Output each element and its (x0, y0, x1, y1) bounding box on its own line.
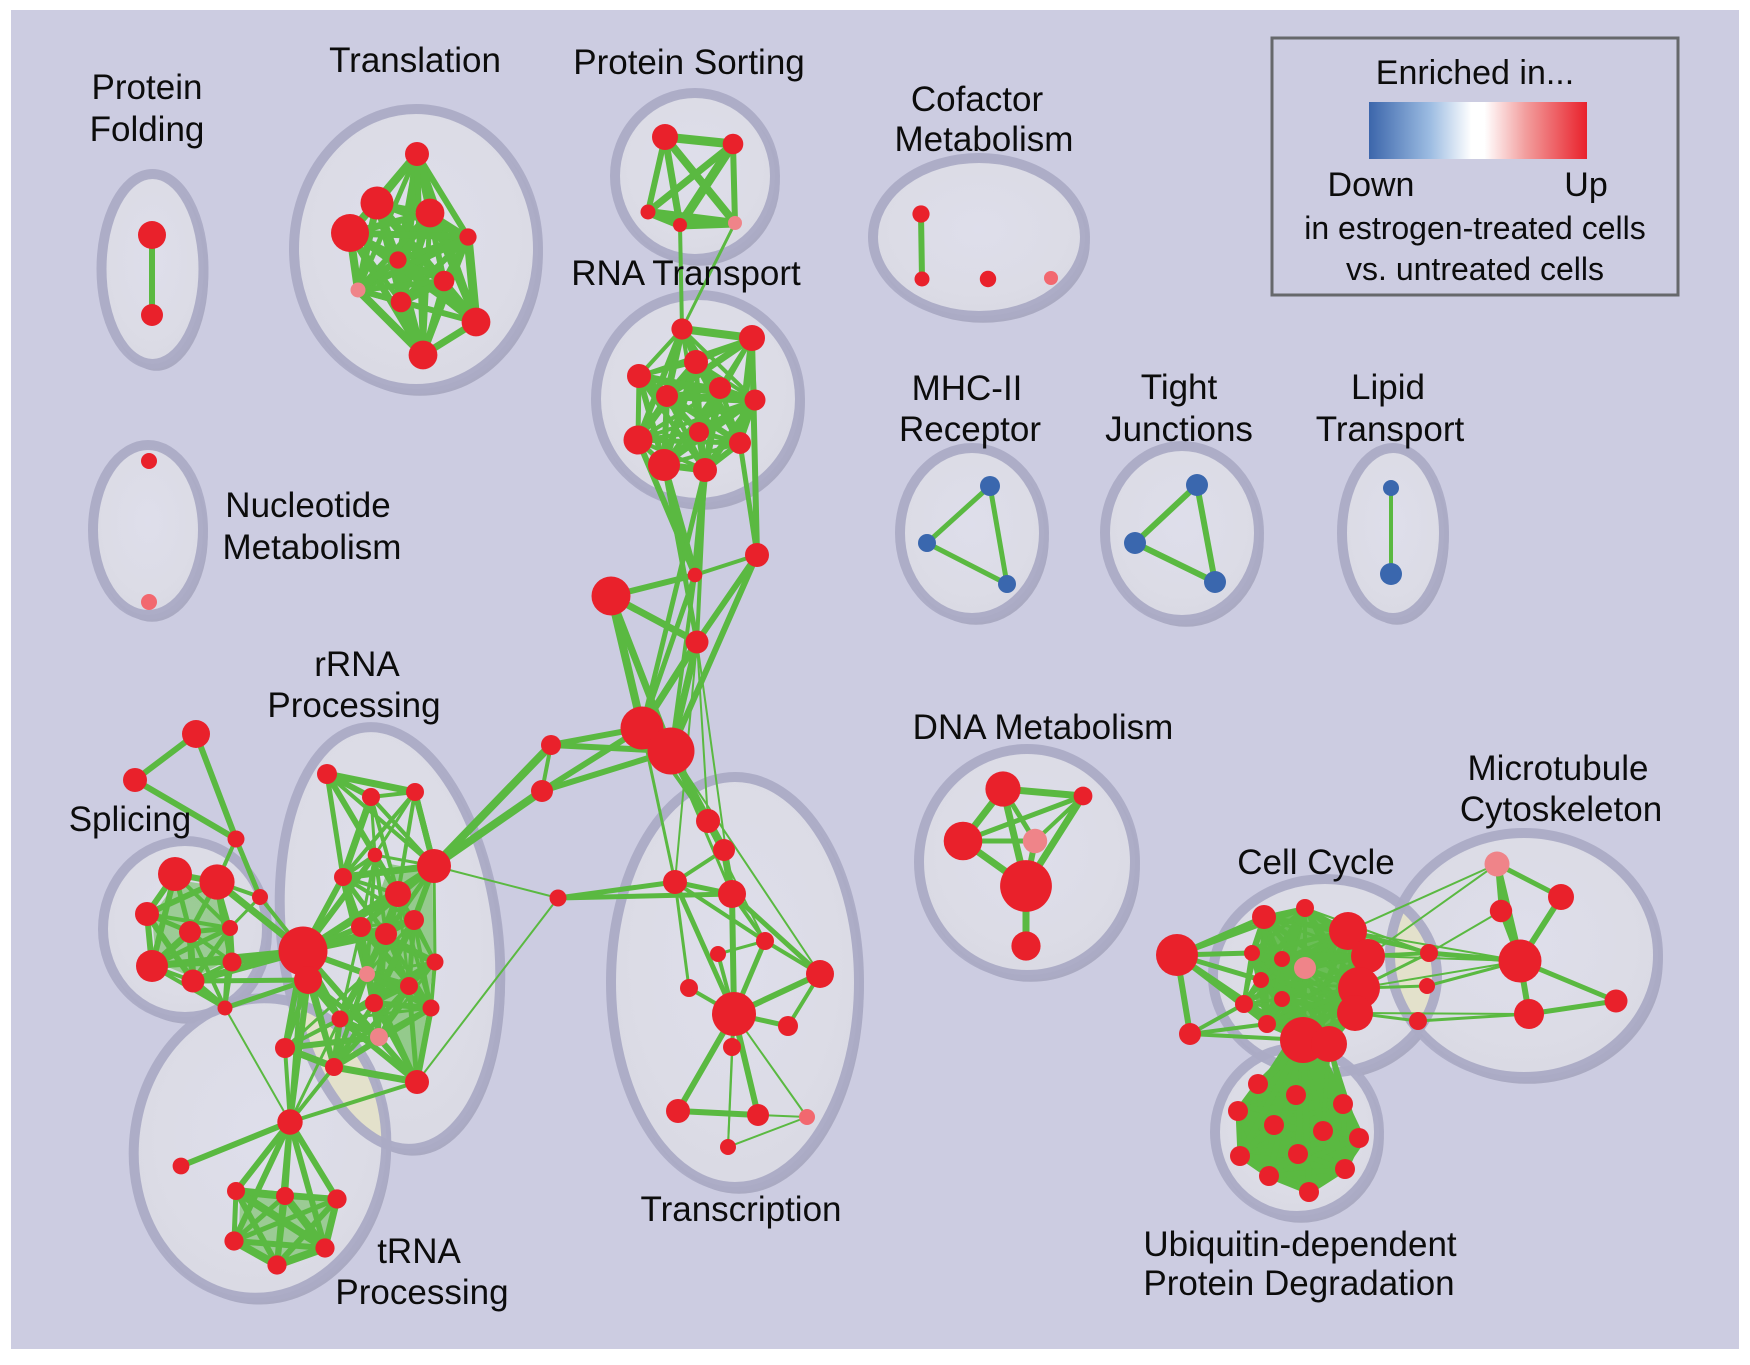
svg-text:tRNA: tRNA (377, 1232, 461, 1271)
svg-text:vs. untreated cells: vs. untreated cells (1346, 251, 1604, 287)
svg-text:Tight: Tight (1141, 368, 1218, 407)
svg-text:Transcription: Transcription (641, 1190, 842, 1229)
svg-text:Cytoskeleton: Cytoskeleton (1460, 790, 1662, 829)
svg-text:Protein Sorting: Protein Sorting (573, 43, 805, 82)
svg-text:DNA Metabolism: DNA Metabolism (913, 708, 1174, 747)
svg-text:rRNA: rRNA (314, 645, 400, 684)
svg-text:RNA Transport: RNA Transport (571, 254, 801, 293)
svg-text:in estrogen-treated cells: in estrogen-treated cells (1304, 210, 1646, 246)
svg-text:Processing: Processing (335, 1273, 508, 1312)
svg-text:Metabolism: Metabolism (223, 528, 402, 567)
svg-text:Enriched in...: Enriched in... (1376, 54, 1574, 92)
svg-text:Translation: Translation (329, 41, 501, 80)
svg-text:Protein Degradation: Protein Degradation (1143, 1264, 1454, 1303)
svg-text:Metabolism: Metabolism (895, 120, 1074, 159)
svg-text:Nucleotide: Nucleotide (225, 486, 390, 525)
svg-text:MHC-II: MHC-II (912, 369, 1023, 408)
svg-text:Down: Down (1328, 166, 1415, 204)
svg-text:Processing: Processing (267, 686, 440, 725)
svg-text:Receptor: Receptor (899, 410, 1041, 449)
svg-text:Protein: Protein (92, 68, 203, 107)
svg-text:Cofactor: Cofactor (911, 80, 1044, 119)
svg-text:Splicing: Splicing (69, 800, 192, 839)
svg-text:Junctions: Junctions (1105, 410, 1253, 449)
svg-text:Lipid: Lipid (1351, 368, 1425, 407)
svg-text:Microtubule: Microtubule (1468, 749, 1649, 788)
svg-text:Folding: Folding (90, 110, 205, 149)
svg-text:Up: Up (1564, 166, 1607, 204)
svg-text:Ubiquitin-dependent: Ubiquitin-dependent (1143, 1225, 1457, 1264)
svg-text:Cell Cycle: Cell Cycle (1237, 843, 1395, 882)
svg-text:Transport: Transport (1316, 410, 1465, 449)
